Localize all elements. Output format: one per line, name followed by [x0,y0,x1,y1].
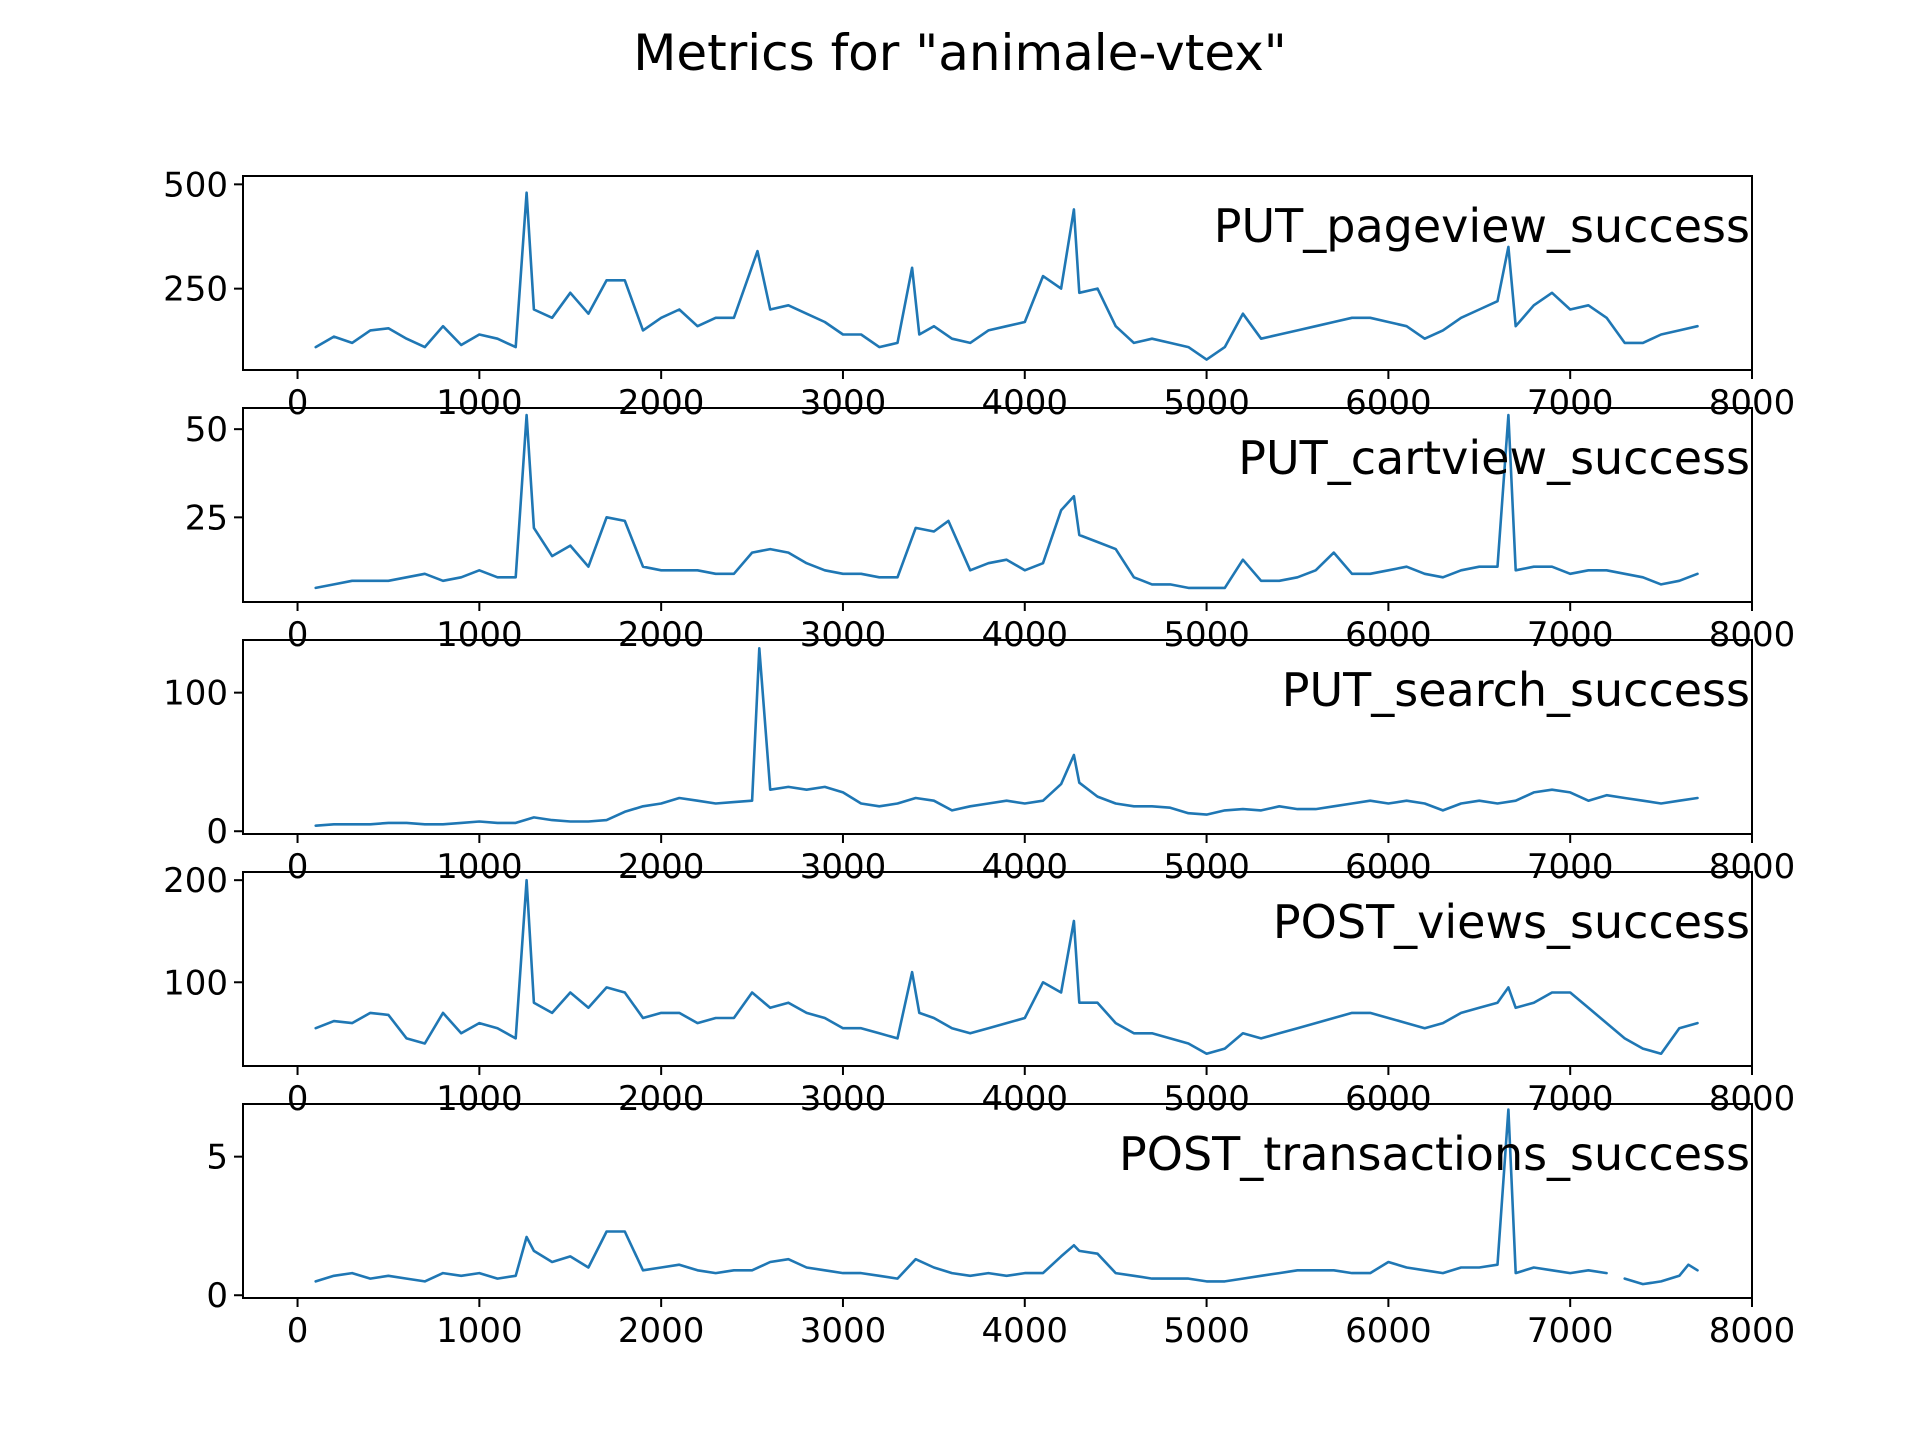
series-line-PUT_pageview_success-0 [314,191,1699,361]
panel-frame [242,1103,1753,1299]
x-tick-label: 0 [287,1311,309,1351]
x-tick-label: 6000 [1345,847,1432,887]
x-tick-label: 4000 [982,847,1069,887]
x-tick-label: 3000 [800,1311,887,1351]
x-tick-label: 1000 [436,383,523,423]
x-tick-label: 5000 [1163,1311,1250,1351]
y-tick-label: 5 [206,1138,228,1178]
y-tick-label: 100 [163,963,228,1003]
x-tick-label: 3000 [800,847,887,887]
panel-label: POST_views_success [1273,895,1750,949]
x-tick-label: 5000 [1163,1079,1250,1119]
x-tick-label: 2000 [618,847,705,887]
x-tick-label: 6000 [1345,383,1432,423]
panel-label: PUT_search_success [1282,663,1750,717]
series-line-POST_transactions_success-0 [314,1108,1608,1283]
y-tick-label: 200 [163,861,228,901]
y-tick-label: 0 [206,812,228,852]
x-tick-label: 3000 [800,615,887,655]
panel-label: PUT_cartview_success [1238,431,1750,485]
y-tick-label: 100 [163,674,228,714]
x-tick-label: 4000 [982,615,1069,655]
x-tick-label: 3000 [800,383,887,423]
x-tick-label: 7000 [1527,847,1614,887]
x-tick-label: 0 [287,383,309,423]
x-tick-label: 4000 [982,1311,1069,1351]
x-tick-label: 4000 [982,1079,1069,1119]
x-tick-label: 2000 [618,615,705,655]
x-tick-label: 2000 [618,383,705,423]
x-tick-label: 0 [287,847,309,887]
x-tick-label: 5000 [1163,615,1250,655]
x-tick-label: 8000 [1709,1311,1796,1351]
x-tick-label: 1000 [436,615,523,655]
series-line-POST_views_success-0 [314,878,1699,1055]
panel-frame [242,407,1753,603]
y-tick-label: 50 [185,410,228,450]
figure-title: Metrics for "animale-vtex" [633,24,1287,82]
x-tick-label: 7000 [1527,615,1614,655]
x-tick-label: 2000 [618,1311,705,1351]
x-tick-label: 6000 [1345,1079,1432,1119]
x-tick-label: 1000 [436,1311,523,1351]
x-tick-label: 6000 [1345,615,1432,655]
panel-frame [242,639,1753,835]
x-tick-label: 7000 [1527,383,1614,423]
x-tick-label: 2000 [618,1079,705,1119]
panel-frame [242,175,1753,371]
chart-panel-POST_transactions_success: 0 5 0 1000 2000 3000 4000 5000 6000 7000 8000 POST_… [206,1103,1796,1351]
panel-frame [242,871,1753,1067]
x-tick-label: 6000 [1345,1311,1432,1351]
x-tick-label: 0 [287,615,309,655]
series-line-POST_transactions_success-1 [1623,1263,1699,1286]
panel-label: PUT_pageview_success [1214,199,1750,253]
y-tick-label: 25 [185,498,228,538]
y-tick-label: 500 [163,165,228,205]
x-tick-label: 4000 [982,383,1069,423]
series-line-PUT_cartview_success-0 [314,413,1699,590]
x-tick-label: 0 [287,1079,309,1119]
x-tick-label: 7000 [1527,1079,1614,1119]
x-tick-label: 5000 [1163,847,1250,887]
y-tick-label: 250 [163,270,228,310]
x-tick-label: 3000 [800,1079,887,1119]
series-line-PUT_search_success-0 [314,646,1699,828]
panel-label: POST_transactions_success [1119,1127,1750,1181]
x-tick-label: 7000 [1527,1311,1614,1351]
x-tick-label: 1000 [436,847,523,887]
y-tick-label: 0 [206,1276,228,1316]
x-tick-label: 1000 [436,1079,523,1119]
x-tick-label: 5000 [1163,383,1250,423]
